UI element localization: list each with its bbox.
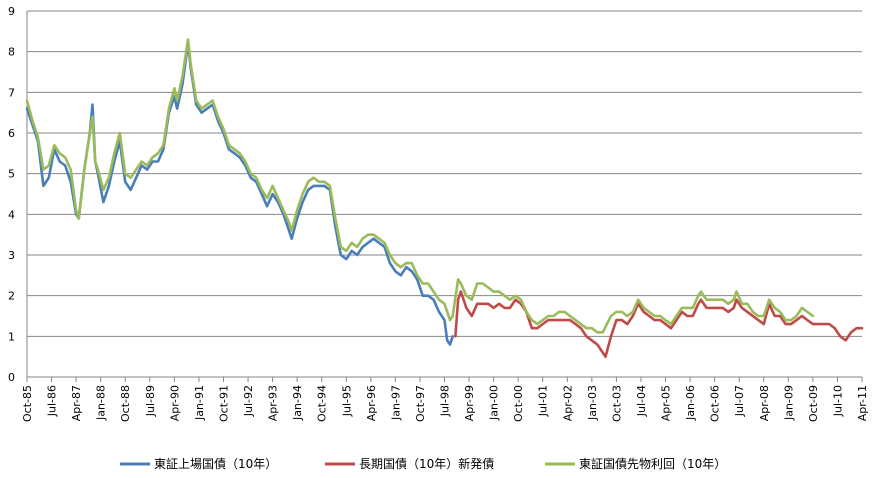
x-tick-label: Apr-11 — [856, 385, 869, 421]
x-tick-label: Apr-90 — [168, 385, 181, 421]
x-tick-label: Apr-08 — [758, 385, 771, 421]
x-tick-label: Oct-91 — [217, 385, 230, 422]
x-tick-label: Oct-00 — [512, 385, 525, 422]
y-tick-label: 8 — [8, 46, 15, 59]
x-tick-label: Jul-01 — [537, 385, 550, 417]
x-tick-label: Jul-92 — [242, 385, 255, 417]
x-tick-label: Oct-09 — [807, 385, 820, 422]
y-axis: 0 1 2 3 4 5 6 7 8 9 — [8, 5, 28, 384]
legend: 東証上場国債（10年） 長期国債（10年）新発債 東証国債先物利回（10年） — [120, 456, 726, 471]
gridlines — [27, 10, 862, 337]
x-tick-label: Jul-98 — [439, 385, 452, 417]
x-tick-label: Oct-06 — [709, 385, 722, 422]
y-tick-label: 9 — [8, 5, 15, 18]
x-tick-label: Jan-06 — [684, 385, 697, 421]
x-tick-label: Apr-96 — [365, 385, 378, 421]
series-lines — [25, 38, 864, 359]
y-tick-label: 5 — [8, 168, 15, 181]
y-tick-label: 7 — [8, 86, 15, 99]
legend-label-1: 長期国債（10年）新発債 — [359, 456, 494, 471]
x-tick-label: Oct-03 — [610, 385, 623, 422]
x-tick-label: Jan-91 — [193, 385, 206, 421]
x-tick-label: Jul-95 — [340, 385, 353, 417]
x-tick-label: Jul-07 — [733, 385, 746, 417]
x-tick-label: Apr-99 — [463, 385, 476, 421]
y-tick-label: 6 — [8, 127, 15, 140]
x-tick-label: Apr-87 — [70, 385, 83, 421]
legend-label-2: 東証国債先物利回（10年） — [579, 456, 726, 471]
x-tick-label: Jan-88 — [95, 385, 108, 421]
x-tick-label: Jan-09 — [782, 385, 795, 421]
x-tick-label: Jul-10 — [831, 385, 844, 417]
x-tick-label: Jul-04 — [635, 385, 648, 417]
x-tick-label: Oct-97 — [414, 385, 427, 422]
y-tick-label: 2 — [8, 290, 15, 303]
y-tick-label: 1 — [8, 330, 15, 343]
x-axis: Oct-85 Jul-86 Apr-87 Jan-88 Oct-88 Jul-89 Apr-… — [21, 376, 869, 422]
y-tick-label: 3 — [8, 249, 15, 262]
x-tick-label: Jan-97 — [389, 385, 402, 421]
series-line-1 — [454, 290, 864, 359]
x-tick-label: Jan-03 — [586, 385, 599, 421]
x-tick-label: Apr-02 — [561, 385, 574, 421]
x-tick-label: Jul-89 — [144, 385, 157, 417]
x-tick-label: Jan-00 — [488, 385, 501, 421]
x-tick-label: Jan-94 — [291, 385, 304, 421]
x-tick-label: Oct-85 — [21, 385, 34, 422]
y-tick-label: 4 — [8, 208, 15, 221]
series-line-2 — [25, 38, 815, 334]
x-tick-label: Oct-88 — [119, 385, 132, 422]
legend-label-0: 東証上場国債（10年） — [154, 456, 277, 471]
series-line-0 — [25, 42, 455, 346]
x-tick-label: Oct-94 — [316, 385, 329, 422]
x-tick-label: Apr-93 — [267, 385, 280, 421]
x-tick-label: Jul-86 — [46, 385, 59, 417]
x-tick-label: Apr-05 — [660, 385, 673, 421]
y-tick-label: 0 — [8, 371, 15, 384]
